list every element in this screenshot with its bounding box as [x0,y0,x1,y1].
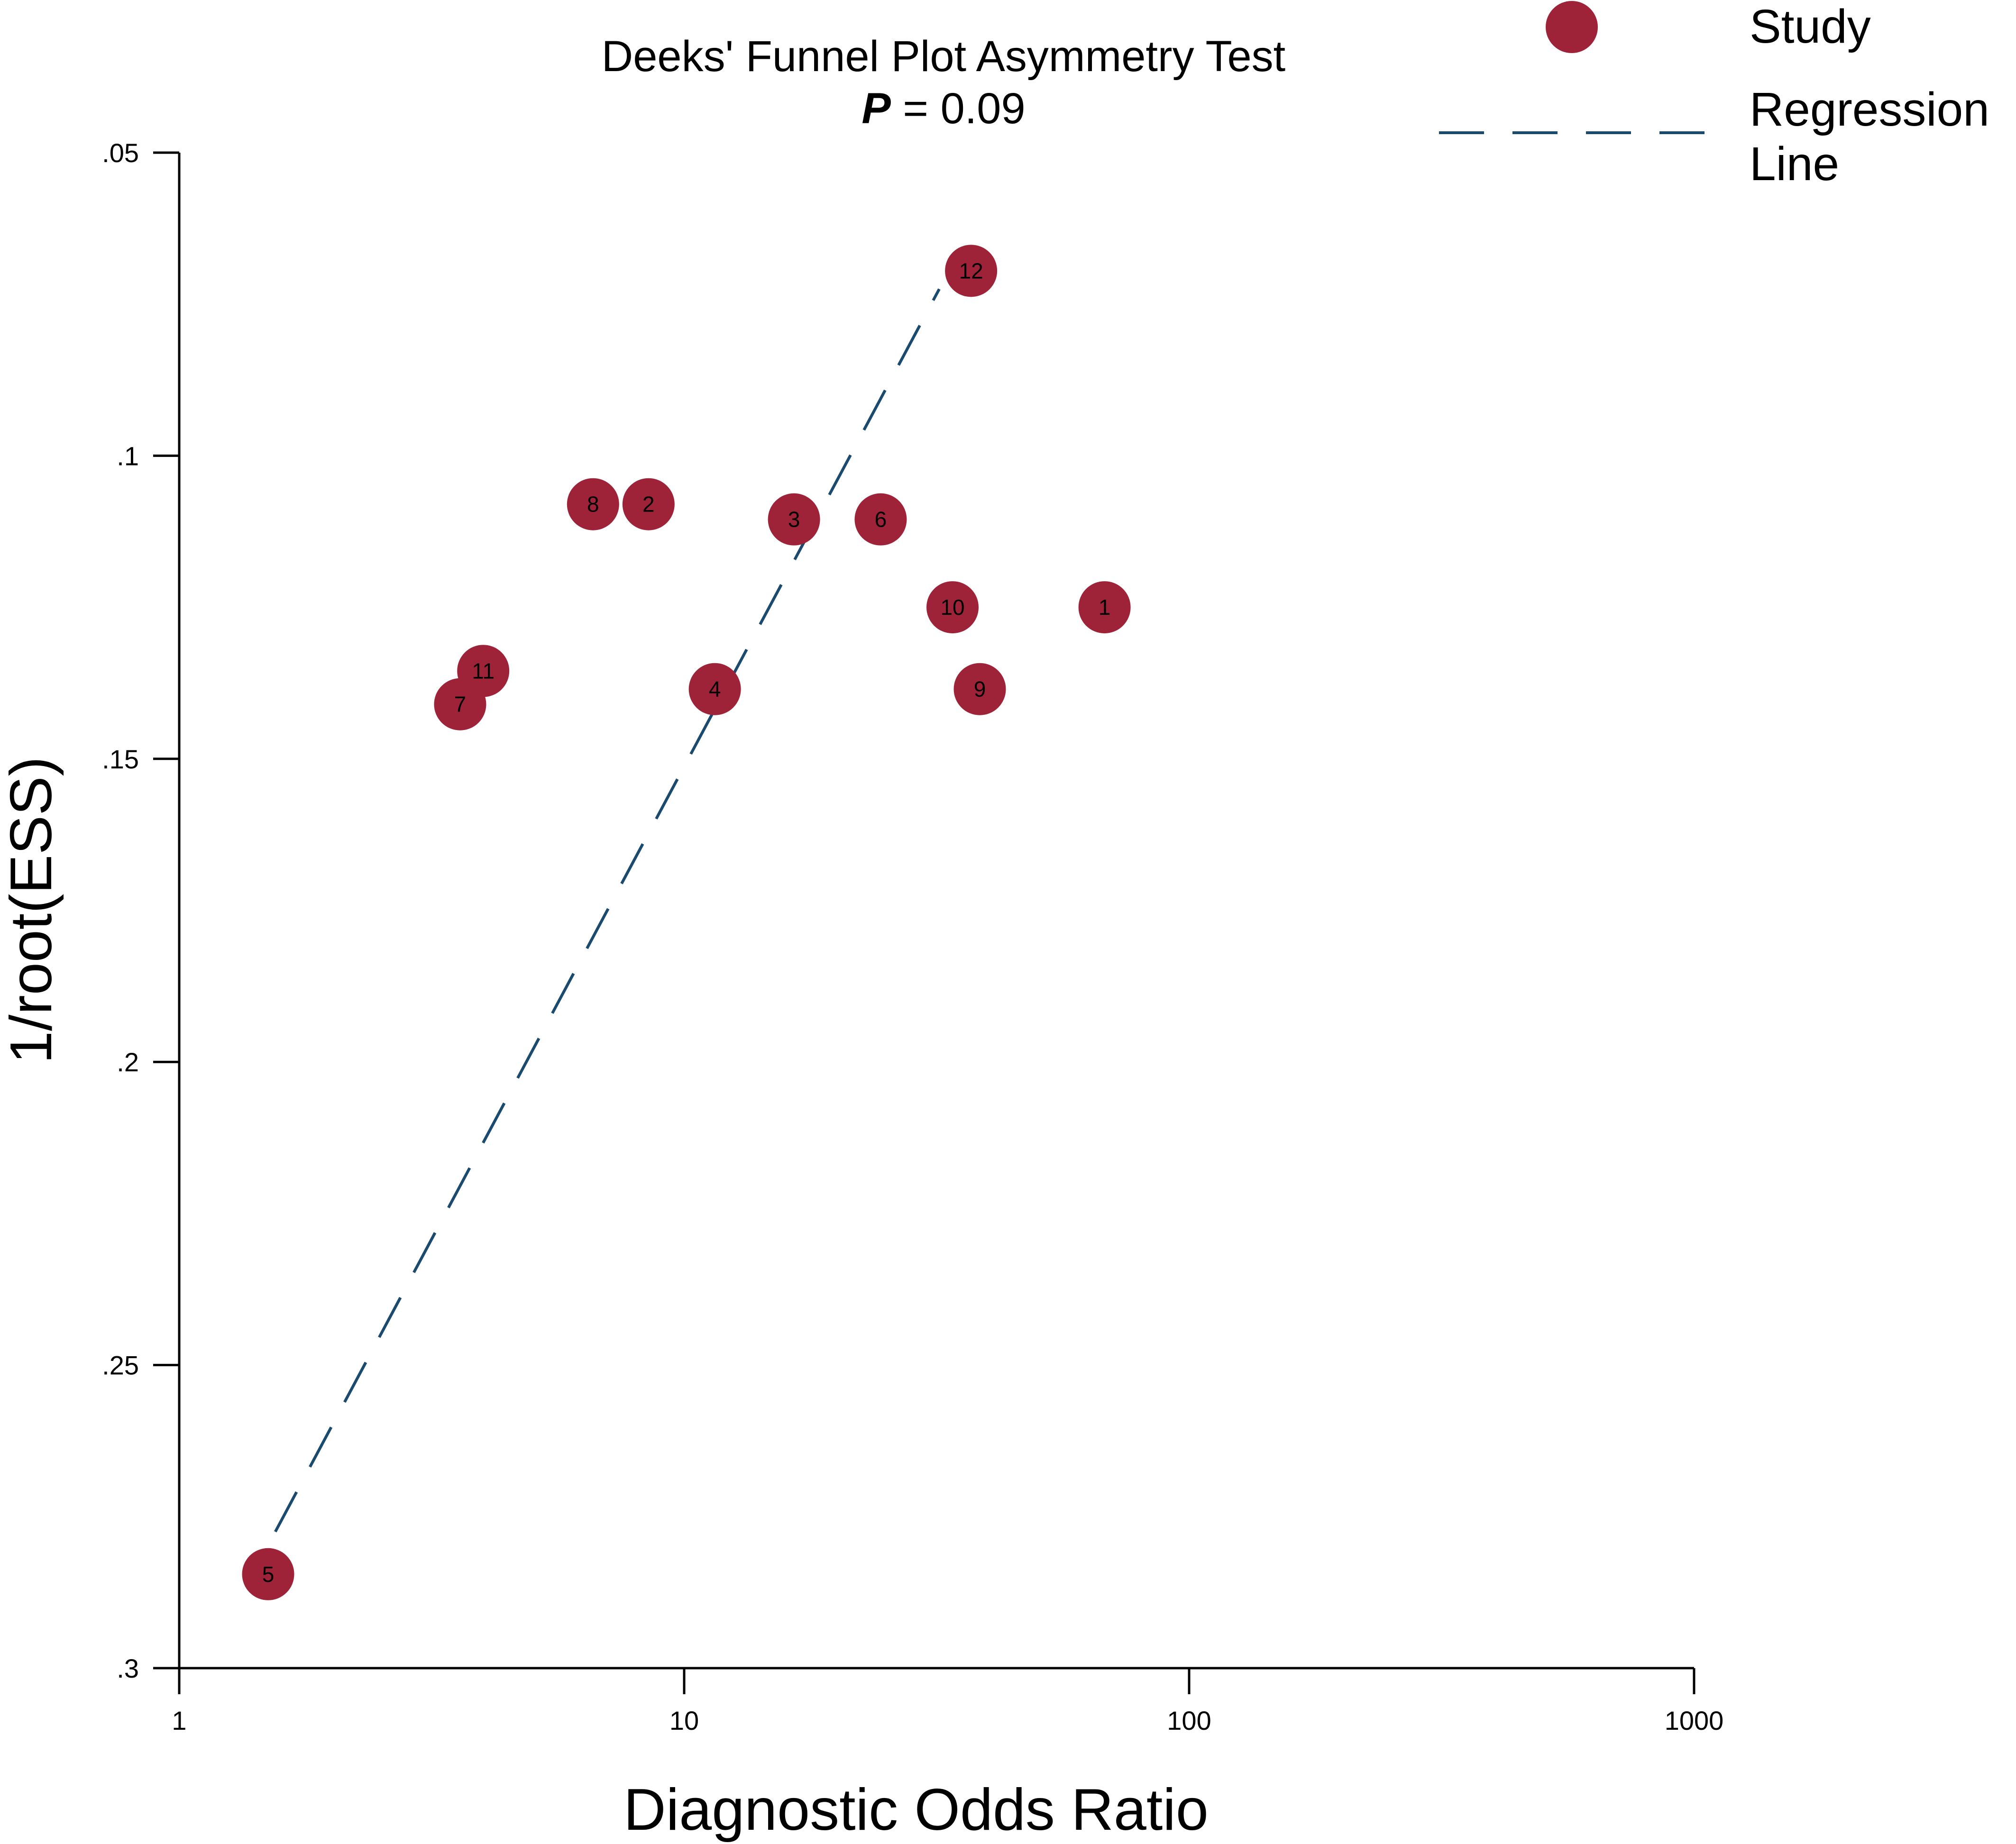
study-point-label: 3 [788,507,800,532]
study-marker [926,581,979,634]
study-marker [945,245,998,297]
p-value-label: P [861,84,891,133]
x-tick-label: 100 [1167,1706,1211,1735]
study-point-label: 6 [875,507,887,532]
study-marker [768,493,820,546]
study-point-label: 12 [959,258,983,283]
study-point: 4 [688,663,741,715]
regression-line [274,288,941,1533]
study-marker [1078,581,1131,634]
study-marker [688,663,741,715]
x-tick-label: 1 [172,1706,186,1735]
y-tick-label: .3 [117,1653,139,1683]
x-axis-label: Diagnostic Odds Ratio [623,1777,1209,1843]
legend-regression-label-line: Regression [1750,83,1989,136]
study-point-label: 2 [642,492,655,517]
legend-regression-label: Regression Line [1750,83,1989,191]
x-tick-label: 10 [669,1706,699,1735]
study-point-label: 5 [262,1562,275,1587]
study-point: 10 [926,581,979,634]
study-point-label: 11 [472,658,495,683]
x-tick-label: 1000 [1665,1706,1724,1735]
legend-regression-label-line: Line [1750,137,1839,191]
study-marker [567,478,619,530]
study-point-label: 8 [587,492,599,517]
legend-study-marker [1546,1,1598,53]
legend-study-label: Study [1750,0,1871,53]
study-point-label: 4 [709,677,721,702]
chart-subtitle: P = 0.09 [861,84,1025,133]
y-tick-label: .05 [102,138,139,168]
study-point: 8 [567,478,619,530]
study-marker [622,478,675,530]
legend: Study Regression Line [1439,0,1989,191]
study-point-label: 10 [940,595,964,620]
study-marker [854,493,907,546]
study-point-label: 1 [1099,595,1111,620]
y-tick-label: .2 [117,1047,139,1077]
study-marker [457,645,510,697]
study-point: 9 [953,663,1006,715]
study-point-label: 7 [454,692,467,717]
y-tick-label: .1 [117,441,139,471]
study-point: 12 [945,245,998,297]
study-marker [953,663,1006,715]
y-ticks: .05 .1 .15 .2 .25 .3 [102,138,179,1683]
study-point-label: 9 [974,677,986,702]
study-point: 1 [1078,581,1131,634]
study-point: 5 [242,1548,294,1600]
study-point: 3 [768,493,820,546]
chart-title: Deeks' Funnel Plot Asymmetry Test [602,32,1285,81]
y-axis-label: 1/root(ESS) [0,757,64,1064]
study-marker [242,1548,294,1600]
study-point: 2 [622,478,675,530]
p-value-text: = 0.09 [891,84,1026,133]
x-ticks: 1 10 100 1000 [172,1668,1723,1735]
regression-layer [274,288,941,1533]
y-tick-label: .15 [102,744,139,774]
y-tick-label: .25 [102,1351,139,1380]
study-point: 11 [457,645,510,697]
study-point: 6 [854,493,907,546]
